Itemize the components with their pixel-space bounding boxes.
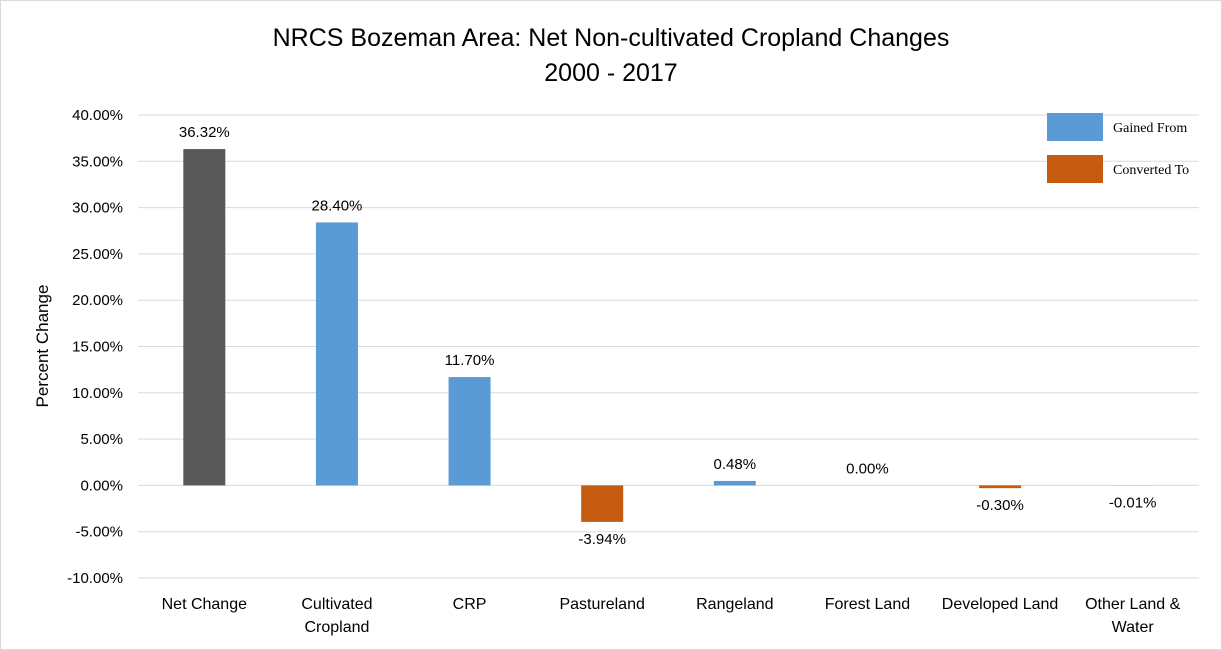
y-tick-label: 10.00% bbox=[72, 385, 123, 402]
y-axis-ticks: -10.00% -5.00% 0.00% 5.00% 10.00% 15.00% 20.00… bbox=[67, 107, 123, 587]
legend: Gained From Converted To bbox=[1047, 113, 1189, 183]
y-tick-label: 15.00% bbox=[72, 339, 123, 356]
legend-label: Gained From bbox=[1113, 121, 1187, 136]
data-label: -0.30% bbox=[976, 497, 1024, 514]
y-tick-label: 40.00% bbox=[72, 107, 123, 124]
x-tick-label: Other Land & bbox=[1085, 596, 1181, 613]
x-tick-label: Cropland bbox=[304, 619, 369, 636]
x-tick-label: CRP bbox=[453, 596, 487, 613]
bar bbox=[581, 485, 624, 522]
data-label: 28.40% bbox=[312, 197, 363, 214]
y-tick-label: 25.00% bbox=[72, 246, 123, 263]
data-label: 11.70% bbox=[445, 352, 495, 369]
x-tick-label: Pastureland bbox=[559, 596, 644, 613]
bar bbox=[979, 485, 1022, 489]
x-tick-label: Net Change bbox=[162, 596, 247, 613]
data-label: -3.94% bbox=[578, 531, 626, 548]
chart-subtitle: 2000 - 2017 bbox=[544, 59, 677, 87]
x-tick-label: Water bbox=[1112, 619, 1155, 636]
bar bbox=[448, 377, 491, 486]
x-axis-categories: Net Change Cultivated Cropland CRP Pasturela… bbox=[162, 596, 1181, 636]
bar bbox=[183, 149, 226, 486]
y-tick-label: 20.00% bbox=[72, 292, 123, 309]
gridlines bbox=[138, 114, 1199, 579]
y-tick-label: -10.00% bbox=[67, 570, 123, 587]
data-label: 0.00% bbox=[846, 460, 889, 477]
bar bbox=[713, 480, 756, 486]
x-tick-label: Developed Land bbox=[942, 596, 1059, 613]
data-labels: 36.32% 28.40% 11.70% -3.94% 0.48% 0.00% -0.30%… bbox=[179, 124, 1157, 548]
x-tick-label: Rangeland bbox=[696, 596, 773, 613]
legend-swatch bbox=[1047, 155, 1103, 183]
legend-label: Converted To bbox=[1113, 163, 1189, 178]
y-axis-title: Percent Change bbox=[33, 285, 52, 408]
bar bbox=[315, 222, 358, 486]
y-tick-label: 35.00% bbox=[72, 153, 123, 170]
bars bbox=[183, 149, 1154, 522]
data-label: 0.48% bbox=[714, 456, 757, 473]
x-tick-label: Cultivated bbox=[301, 596, 372, 613]
y-tick-label: -5.00% bbox=[75, 524, 123, 541]
y-tick-label: 5.00% bbox=[80, 431, 123, 448]
y-tick-label: 0.00% bbox=[80, 477, 123, 494]
data-label: -0.01% bbox=[1109, 494, 1157, 511]
chart-title: NRCS Bozeman Area: Net Non-cultivated Cr… bbox=[273, 24, 950, 52]
y-tick-label: 30.00% bbox=[72, 200, 123, 217]
data-label: 36.32% bbox=[179, 124, 230, 141]
x-tick-label: Forest Land bbox=[825, 596, 910, 613]
legend-swatch bbox=[1047, 113, 1103, 141]
